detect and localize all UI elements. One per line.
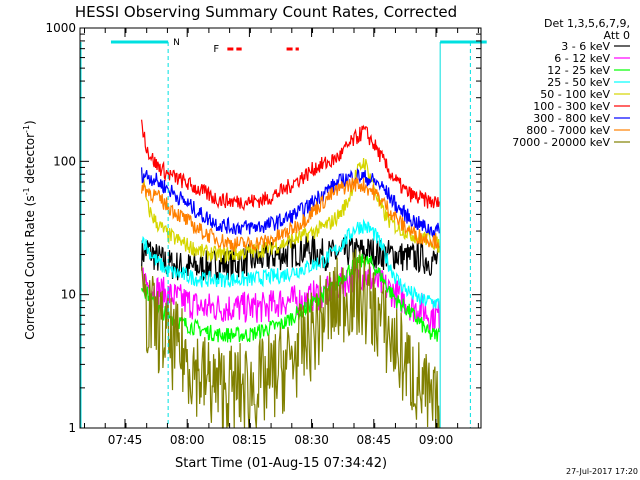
x-tick-label-1: 08:00 [170, 433, 205, 447]
legend-label-4: 50 - 100 keV [540, 88, 610, 101]
axes-frame [79, 27, 482, 429]
legend-label-3: 25 - 50 keV [547, 76, 610, 89]
x-tick-label-0: 07:45 [108, 433, 143, 447]
y-tick-label-1: 10 [61, 288, 76, 302]
x-tick-label-3: 08:30 [294, 433, 329, 447]
legend-label-1: 6 - 12 keV [554, 52, 610, 65]
series-line-2 [141, 253, 440, 343]
y-axis-label: Corrected Count Rate (s-1 detector-1) [22, 120, 37, 339]
x-tick-label-5: 09:00 [419, 433, 454, 447]
y-tick-label-2: 100 [53, 154, 76, 168]
series-line-1 [141, 263, 440, 332]
series-line-4 [141, 157, 440, 264]
date-stamp: 27-Jul-2017 17:20 [566, 467, 638, 476]
plot-area [141, 119, 440, 429]
series-line-7 [141, 176, 440, 253]
y-axis-label-part2: detector [23, 133, 37, 188]
y-tick-label-3: 1000 [45, 21, 76, 35]
x-axis-label: Start Time (01-Aug-15 07:34:42) [175, 456, 387, 471]
axes: 1 10 100 1000 07:45 08:00 08:15 08:30 08:45 09:00 [45, 21, 482, 447]
x-tick-label-4: 08:45 [357, 433, 392, 447]
chart-title: HESSI Observing Summary Count Rates, Cor… [75, 3, 457, 21]
y-axis-label-sup2: -1 [22, 125, 31, 133]
legend-label-7: 800 - 7000 keV [526, 124, 610, 137]
legend-label-6: 300 - 800 keV [533, 112, 610, 125]
y-axis-label-part3: ) [23, 120, 37, 125]
flag-markers: NF [80, 38, 487, 428]
legend-header-line2: Att 0 [604, 29, 630, 42]
y-axis-label-part1: Corrected Count Rate (s [23, 195, 37, 339]
legend-label-8: 7000 - 20000 keV [512, 136, 610, 149]
legend-label-5: 100 - 300 keV [533, 100, 610, 113]
legend-label-0: 3 - 6 keV [561, 40, 610, 53]
flag-label-n: N [173, 38, 180, 48]
legend-header-line1: Det 1,3,5,6,7,9, [544, 17, 630, 30]
x-tick-label-2: 08:15 [232, 433, 267, 447]
series-line-5 [141, 119, 440, 212]
series-line-3 [141, 218, 440, 309]
series-line-6 [141, 167, 440, 239]
flag-label-f: F [213, 44, 219, 55]
y-axis-label-sup1: -1 [22, 187, 31, 195]
y-tick-label-0: 1 [68, 421, 76, 435]
legend-label-2: 12 - 25 keV [547, 64, 610, 77]
series-line-8 [141, 249, 440, 429]
